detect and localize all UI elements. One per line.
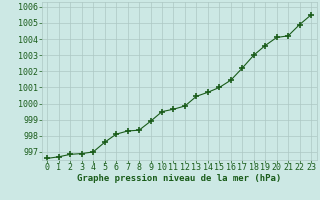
- X-axis label: Graphe pression niveau de la mer (hPa): Graphe pression niveau de la mer (hPa): [77, 174, 281, 183]
